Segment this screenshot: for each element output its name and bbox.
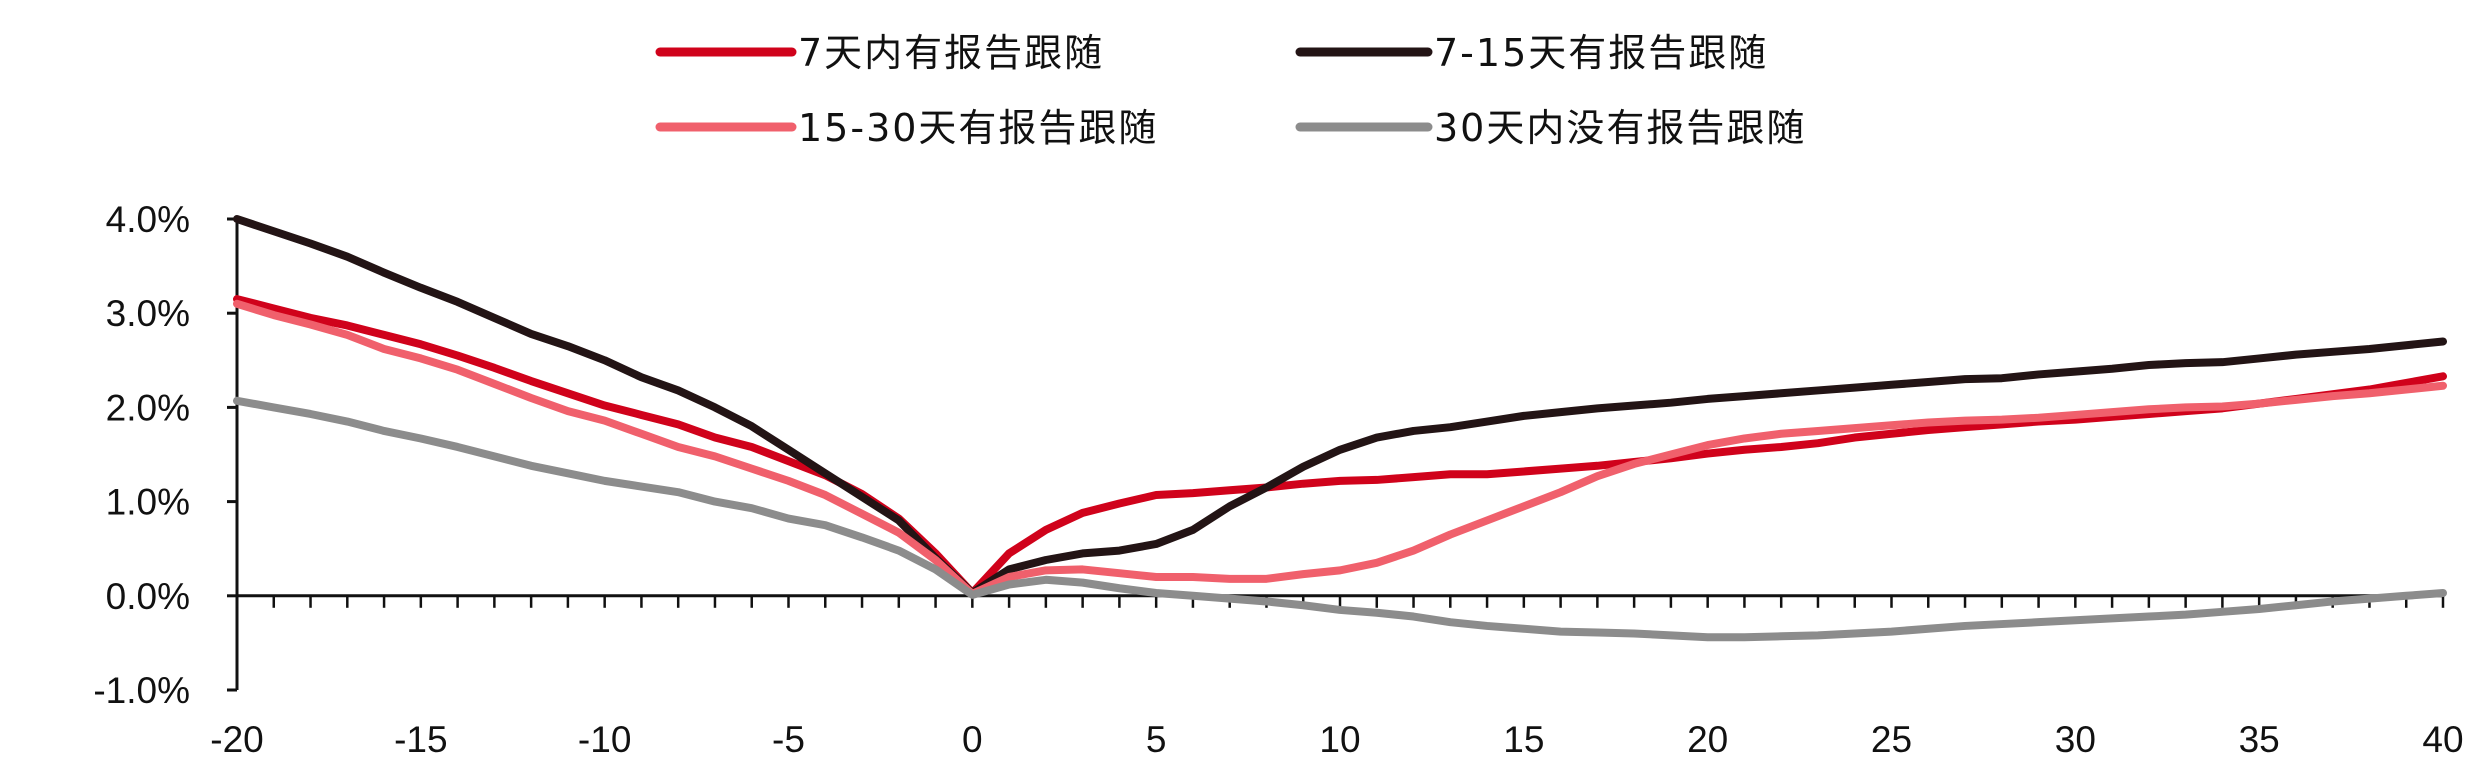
legend-label: 7-15天有报告跟随 <box>1434 31 1768 75</box>
x-tick-label: 15 <box>1503 719 1544 760</box>
y-tick-label: 0.0% <box>106 576 190 617</box>
legend-label: 15-30天有报告跟随 <box>798 106 1158 150</box>
y-tick-label: 1.0% <box>106 482 190 523</box>
x-tick-label: -10 <box>578 719 631 760</box>
x-tick-label: 35 <box>2239 719 2280 760</box>
x-tick-label: 30 <box>2055 719 2096 760</box>
series-line-2 <box>233 215 2447 597</box>
legend: 7天内有报告跟随 7-15天有报告跟随 15-30天有报告跟随 30天内没有报告跟随 <box>655 31 1806 150</box>
y-axis: 4.0% 3.0% 2.0% 1.0% 0.0% -1.0% <box>93 199 239 711</box>
series-lines <box>233 215 2447 642</box>
x-tick-label: 25 <box>1871 719 1912 760</box>
x-tick-label: 10 <box>1319 719 1360 760</box>
series-line-1 <box>233 295 2447 597</box>
legend-label: 30天内没有报告跟随 <box>1434 106 1806 150</box>
x-tick-label: -20 <box>210 719 263 760</box>
legend-item-4: 30天内没有报告跟随 <box>1295 106 1806 150</box>
x-axis: -20 -15 -10 -5 0 5 10 15 20 25 30 35 40 <box>210 594 2464 760</box>
x-tick-label: 0 <box>962 719 983 760</box>
x-tick-label: -5 <box>772 719 805 760</box>
y-tick-label: 2.0% <box>106 387 190 428</box>
y-tick-label: 3.0% <box>106 293 190 334</box>
x-tick-label: 5 <box>1146 719 1167 760</box>
y-tick-label: -1.0% <box>93 670 190 711</box>
series-line-4 <box>233 396 2447 642</box>
legend-item-2: 7-15天有报告跟随 <box>1295 31 1768 75</box>
x-tick-label: 20 <box>1687 719 1728 760</box>
x-tick-label: -15 <box>394 719 447 760</box>
legend-label: 7天内有报告跟随 <box>798 31 1104 75</box>
legend-item-1: 7天内有报告跟随 <box>655 31 1104 75</box>
series-line-3 <box>233 299 2447 598</box>
legend-item-3: 15-30天有报告跟随 <box>655 106 1158 150</box>
x-tick-label: 40 <box>2422 719 2463 760</box>
y-tick-label: 4.0% <box>106 199 190 240</box>
